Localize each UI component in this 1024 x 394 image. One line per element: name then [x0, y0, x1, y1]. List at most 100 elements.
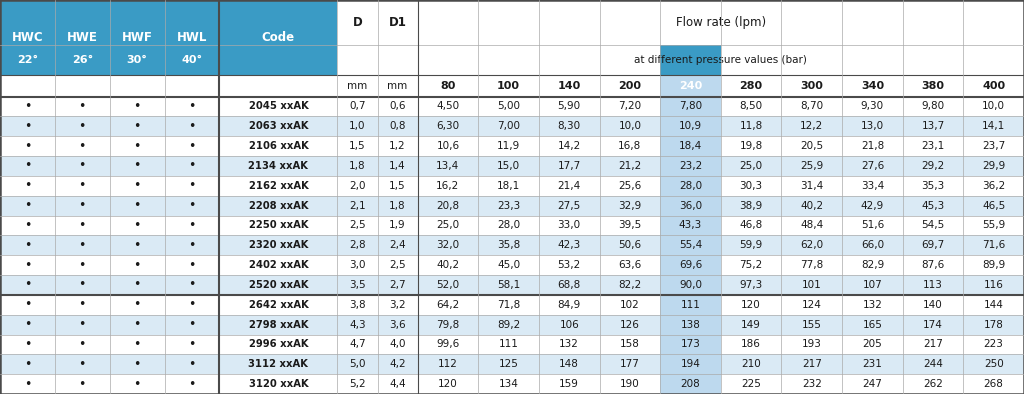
Text: 89,9: 89,9 [982, 260, 1006, 270]
Text: 29,2: 29,2 [922, 161, 945, 171]
Text: 90,0: 90,0 [679, 280, 702, 290]
Bar [478, 136, 539, 156]
Text: 120: 120 [741, 300, 761, 310]
Bar [964, 45, 1024, 75]
Text: 140: 140 [558, 81, 581, 91]
Text: 5,0: 5,0 [349, 359, 366, 369]
Text: 28,0: 28,0 [679, 181, 702, 191]
Bar [338, 97, 378, 116]
Text: 250: 250 [984, 359, 1004, 369]
Text: 23,2: 23,2 [679, 161, 702, 171]
Text: 132: 132 [862, 300, 883, 310]
Text: 232: 232 [802, 379, 821, 389]
Bar [418, 335, 478, 354]
Text: 4,7: 4,7 [349, 339, 366, 349]
Text: •: • [79, 338, 86, 351]
Text: 18,1: 18,1 [497, 181, 520, 191]
Text: 2162 xxAK: 2162 xxAK [249, 181, 308, 191]
Bar [418, 97, 478, 116]
Bar [781, 156, 842, 176]
Bar [0, 374, 55, 394]
Text: 48,4: 48,4 [800, 220, 823, 230]
Text: 3,6: 3,6 [389, 320, 406, 330]
Bar [478, 235, 539, 255]
Text: 223: 223 [984, 339, 1004, 349]
Text: 102: 102 [620, 300, 640, 310]
Bar [165, 176, 219, 196]
Text: 42,3: 42,3 [558, 240, 581, 250]
Bar [165, 136, 219, 156]
Bar [478, 116, 539, 136]
Text: 23,1: 23,1 [922, 141, 945, 151]
Text: •: • [188, 139, 196, 152]
Text: 134: 134 [499, 379, 518, 389]
Bar [219, 116, 338, 136]
Text: •: • [133, 100, 140, 113]
Text: 38,9: 38,9 [739, 201, 763, 211]
Text: 21,4: 21,4 [558, 181, 581, 191]
Text: 210: 210 [741, 359, 761, 369]
Bar [0, 196, 55, 216]
Bar [165, 374, 219, 394]
Bar [781, 136, 842, 156]
Text: 46,8: 46,8 [739, 220, 763, 230]
Bar [0, 335, 55, 354]
Text: 36,2: 36,2 [982, 181, 1006, 191]
Text: •: • [79, 377, 86, 390]
Text: 28,0: 28,0 [497, 220, 520, 230]
Bar [721, 335, 781, 354]
Bar [721, 75, 781, 97]
Text: HWL: HWL [177, 31, 207, 44]
Bar [842, 275, 903, 295]
Bar [721, 116, 781, 136]
Bar [478, 45, 539, 75]
Text: 3,8: 3,8 [349, 300, 366, 310]
Text: 7,80: 7,80 [679, 101, 702, 112]
Text: 50,6: 50,6 [618, 240, 641, 250]
Bar [378, 176, 418, 196]
Text: 3112 xxAK: 3112 xxAK [249, 359, 308, 369]
Bar [660, 176, 721, 196]
Text: 2,5: 2,5 [349, 220, 366, 230]
Text: 138: 138 [681, 320, 700, 330]
Text: 66,0: 66,0 [861, 240, 884, 250]
Bar [599, 335, 660, 354]
Bar [478, 75, 539, 97]
Text: 194: 194 [681, 359, 700, 369]
Text: 43,3: 43,3 [679, 220, 702, 230]
Bar [721, 136, 781, 156]
Bar [418, 255, 478, 275]
Text: 80: 80 [440, 81, 456, 91]
Text: 9,30: 9,30 [861, 101, 884, 112]
Text: •: • [24, 358, 31, 371]
Text: •: • [188, 358, 196, 371]
Text: 10,0: 10,0 [982, 101, 1006, 112]
Text: 132: 132 [559, 339, 580, 349]
Text: 2045 xxAK: 2045 xxAK [249, 101, 308, 112]
Bar [0, 216, 55, 235]
Bar [660, 374, 721, 394]
Bar [418, 295, 478, 315]
Bar [599, 116, 660, 136]
Bar [478, 275, 539, 295]
Text: 3,0: 3,0 [349, 260, 366, 270]
Text: 4,0: 4,0 [389, 339, 406, 349]
Bar [964, 374, 1024, 394]
Bar [378, 235, 418, 255]
Bar [165, 216, 219, 235]
Text: 140: 140 [924, 300, 943, 310]
Bar [660, 335, 721, 354]
Text: 0,6: 0,6 [389, 101, 406, 112]
Text: 17,7: 17,7 [558, 161, 581, 171]
Text: 10,9: 10,9 [679, 121, 702, 131]
Bar [338, 116, 378, 136]
Text: •: • [133, 139, 140, 152]
Bar [721, 374, 781, 394]
Bar [0, 97, 55, 116]
Bar [219, 136, 338, 156]
Bar [781, 374, 842, 394]
Text: 21,2: 21,2 [618, 161, 641, 171]
Text: 19,8: 19,8 [739, 141, 763, 151]
Bar [338, 0, 378, 45]
Bar [338, 235, 378, 255]
